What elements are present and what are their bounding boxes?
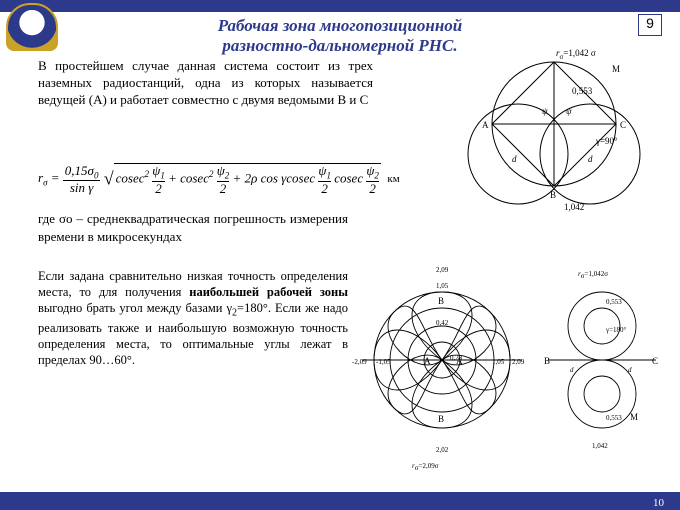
fig2-A: A	[424, 356, 431, 366]
figure-1: rσ=1,042 σ M 0,553 A C d d ψ ψ γ=90° B 1…	[446, 46, 662, 214]
fig2-d1: d	[570, 366, 574, 374]
fig2-Bb: B	[438, 414, 444, 424]
half4: 2	[366, 182, 379, 195]
svg-text:rσ=1,042 σ: rσ=1,042 σ	[556, 48, 596, 61]
paragraph-1: В простейшем случае данная система состо…	[38, 58, 373, 109]
svg-text:-1,05: -1,05	[376, 358, 391, 366]
fig1-bot: 1,042	[564, 202, 584, 212]
f-sq2: 2	[209, 169, 214, 179]
fig1-A: A	[482, 120, 489, 130]
f-rho: 2ρ cos γcosec	[245, 170, 316, 185]
plus1: +	[168, 170, 180, 185]
half3: 2	[318, 182, 331, 195]
paragraph-2: где σо – среднеквадратическая погрешност…	[38, 210, 348, 245]
fig2-v1: 1,05	[436, 282, 449, 290]
top-bar	[0, 0, 680, 12]
fig2-1042: 1,042	[592, 442, 608, 450]
slide-number: 9	[646, 15, 654, 31]
fig1-B: B	[550, 190, 556, 200]
fig2-v4: 2,02	[436, 446, 449, 454]
formula-eq: =	[51, 170, 63, 185]
fig2-553b: 0,553	[606, 414, 622, 422]
sqrt-icon: √	[104, 168, 114, 188]
fig1-d1: d	[512, 154, 517, 164]
frac-num: 0,15σ	[65, 163, 94, 178]
fig2-v0: 2,09	[436, 266, 449, 274]
f-body-1: cosec	[116, 170, 145, 185]
f-body-3: cosec	[334, 170, 363, 185]
fig1-chord: 0,553	[572, 86, 593, 96]
svg-text:-2,09: -2,09	[352, 358, 367, 366]
formula-lead-sub: σ	[43, 177, 47, 187]
p3-c: выгодно брать угол между базами γ	[38, 301, 232, 315]
fig2-v5: 1,05	[492, 358, 505, 366]
psi2: ψ	[217, 163, 225, 178]
fig2-rB: B	[544, 356, 550, 366]
fig1-gamma: γ=90°	[595, 136, 618, 146]
fig2-Bt: B	[438, 296, 444, 306]
paragraph-3: Если задана сравнительно низкая точность…	[38, 268, 348, 368]
fig1-C: C	[620, 120, 626, 130]
half1: 2	[152, 182, 165, 195]
fig1-M: M	[612, 64, 620, 74]
fig2-v2: 0,42	[436, 319, 449, 327]
fig2-553t: 0,553	[606, 298, 622, 306]
fig1-d2: d	[588, 154, 593, 164]
frac-num-sub: 0	[94, 170, 99, 180]
svg-text:rσ=2,09σ: rσ=2,09σ	[412, 462, 439, 472]
page-number: 10	[653, 497, 664, 509]
plus2: +	[233, 170, 245, 185]
fig2-M: M	[630, 412, 638, 422]
slide-number-box: 9	[638, 14, 662, 36]
fig1-psi1: ψ	[542, 106, 548, 116]
svg-text:rσ=1,042σ: rσ=1,042σ	[578, 270, 608, 280]
fig2-gamma: γ=180°	[605, 326, 627, 334]
fig1-psi2: ψ	[566, 106, 572, 116]
fig2-A2: A	[456, 356, 463, 366]
crest-emblem	[6, 3, 58, 51]
fig2-v0b: 2,09	[512, 358, 525, 366]
p3-b: наибольшей рабочей зоны	[189, 285, 348, 299]
title-line-1: Рабочая зона многопозиционной	[218, 16, 463, 35]
bottom-bar	[0, 492, 680, 510]
f-sq1: 2	[144, 169, 149, 179]
frac-den: sin γ	[63, 181, 101, 194]
figure-2: 2,09 1,05 0,42 0,23 -2,09 -1,05 1,05 2,0…	[352, 260, 662, 475]
f-body-2: cosec	[180, 170, 209, 185]
km-label: км	[387, 173, 399, 185]
fig2-d2: d	[628, 366, 632, 374]
title-line-2: разностно-дальномерной РНС.	[222, 36, 457, 55]
half2: 2	[217, 182, 230, 195]
fig2-rC: C	[652, 356, 658, 366]
